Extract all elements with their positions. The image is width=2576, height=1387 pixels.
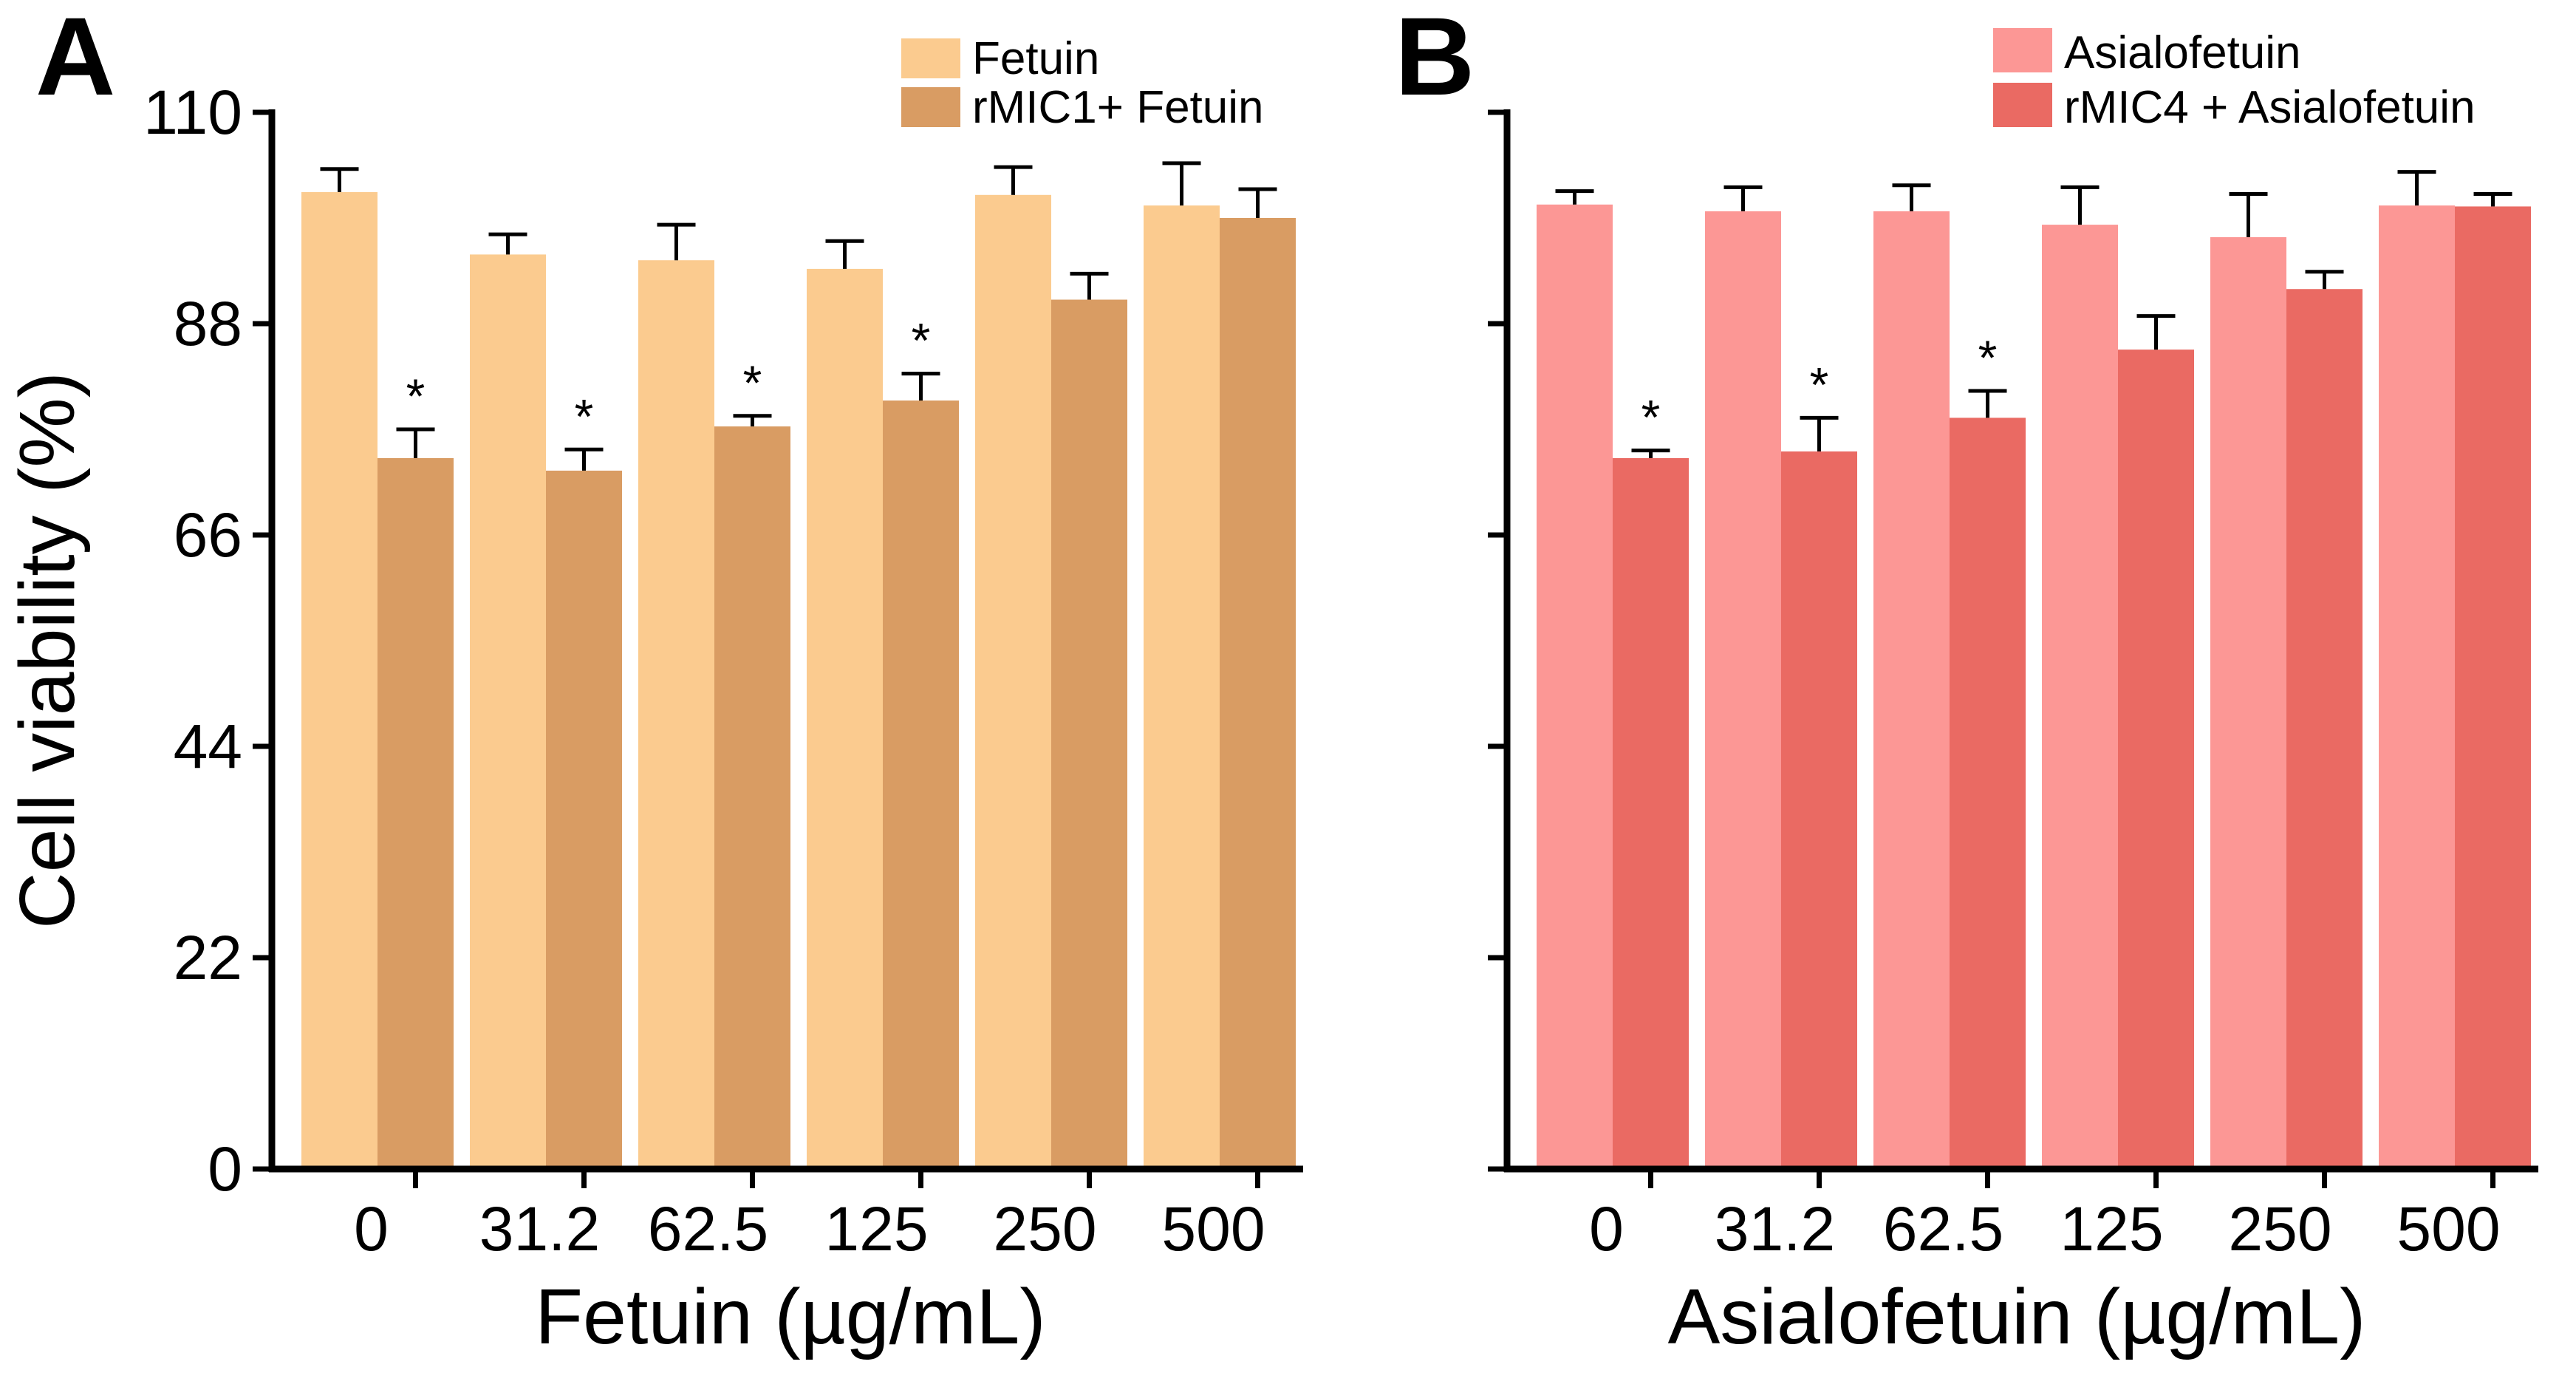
panel-b-bar-s1-31_2 [1705,211,1781,1169]
panel-b-errorbar-s2-0 [1631,449,1670,458]
panel-a-errorbar-s2-62_5 [733,414,772,427]
panel-a-x-axis-title: Fetuin (µg/mL) [535,1273,1045,1360]
panel-a-x-tick-label-125: 125 [824,1194,928,1264]
panel-b-chart: B * * * 0 31.2 62.5 125 250 500 Asialofetuin (µg/… [1395,0,2538,1360]
panel-b-significance-star-62_5: * [1978,330,1998,385]
panel-a-y-tick-label-66: 66 [174,500,242,570]
panel-b-bar-s1-500 [2379,205,2455,1170]
panel-a-x-tick-label-0: 0 [354,1194,389,1264]
panel-a-bar-s2-125 [883,401,959,1169]
panel-b-x-tick-label-31_2: 31.2 [1715,1194,1836,1264]
panel-b-x-tick-label-500: 500 [2396,1194,2500,1264]
panel-a-bar-s2-250 [1051,299,1127,1169]
panel-a-chart: A * * * * 0 22 44 66 88 110 0 31.2 62.5 125 250 500 Fetu… [4,0,1303,1360]
panel-a-x-tick-label-250: 250 [993,1194,1096,1264]
panel-b-legend-label-2: rMIC4 + Asialofetuin [2064,82,2476,133]
panel-b-legend-swatch-1 [1993,28,2052,72]
panel-b-bar-s2-125 [2118,350,2194,1170]
panel-a-bar-s1-250 [975,194,1051,1169]
panel-b-bar-s1-125 [2042,225,2118,1170]
panel-a-errorbar-s2-500 [1238,187,1277,218]
panel-b-errorbar-s2-62_5 [1968,389,2007,418]
panel-b-legend-swatch-2 [1993,83,2052,127]
panel-a-y-tick-label-110: 110 [143,78,242,147]
panel-b-letter: B [1395,0,1475,118]
panel-a-bar-s1-0 [301,191,377,1169]
panel-b-x-tick-label-62_5: 62.5 [1883,1194,2004,1264]
panel-b-x-tick-label-125: 125 [2060,1194,2163,1264]
panel-a-x-tick-label-31_2: 31.2 [479,1194,601,1264]
panel-a-significance-star-0: * [406,369,426,423]
panel-b-bar-s2-250 [2286,289,2363,1170]
panel-a-legend-swatch-2 [901,87,960,127]
panel-b-errorbar-s1-31_2 [1723,185,1763,211]
panel-b-bar-s2-500 [2455,206,2531,1169]
panel-a-bar-s2-0 [377,458,454,1169]
panel-a-errorbar-s1-250 [994,165,1033,195]
panel-a-bar-s1-31_2 [470,254,546,1169]
panel-a-errorbar-s2-250 [1070,271,1109,300]
panel-a-legend-label-2: rMIC1+ Fetuin [972,82,1264,133]
panel-b-bar-s2-0 [1613,458,1689,1169]
panel-a-legend-swatch-1 [901,38,960,78]
panel-a-errorbar-s1-0 [320,167,359,192]
panel-a-significance-star-62_5: * [743,355,762,410]
panel-a-y-tick-label-88: 88 [174,289,242,358]
panel-a-letter: A [35,0,115,118]
panel-b-errorbar-s2-250 [2305,270,2344,290]
panel-b-errorbar-s2-500 [2473,192,2512,207]
panel-b-x-tick-label-250: 250 [2228,1194,2331,1264]
panel-a-significance-star-125: * [912,313,931,368]
panel-a-bar-s2-62_5 [714,426,790,1169]
panel-b-x-tick-label-0: 0 [1589,1194,1624,1264]
panel-b-bar-s1-62_5 [1873,211,1950,1169]
panel-b-significance-star-31_2: * [1810,357,1829,412]
panel-b-errorbar-s1-62_5 [1892,183,1931,211]
panel-b-legend-label-1: Asialofetuin [2064,27,2301,78]
panel-a-errorbar-s1-31_2 [488,232,527,255]
panel-b-bar-s2-31_2 [1781,451,1857,1169]
panel-b-significance-star-0: * [1641,390,1661,445]
panel-b-errorbar-s1-250 [2229,192,2268,237]
panel-b-errorbar-s1-500 [2397,170,2436,206]
panel-a-errorbar-s1-125 [825,239,864,269]
panel-b-bar-s2-62_5 [1950,418,2026,1169]
panel-b-errorbar-s2-31_2 [1800,415,1839,451]
panel-a-errorbar-s2-125 [901,372,940,401]
panel-a-errorbar-s2-31_2 [564,447,604,471]
panel-a-errorbar-s1-500 [1162,161,1201,206]
panel-a-legend-label-1: Fetuin [972,33,1099,84]
panel-a-errorbar-s1-62_5 [657,222,696,261]
panel-b-errorbar-s1-125 [2060,185,2100,225]
panel-a-x-tick-label-500: 500 [1161,1194,1265,1264]
panel-a-bar-s1-125 [807,268,883,1169]
panel-a-bar-s1-62_5 [638,260,714,1170]
panel-a-y-axis-title: Cell viability (%) [4,372,91,929]
panel-a-y-tick-label-22: 22 [174,923,242,992]
panel-b-x-axis-title: Asialofetuin (µg/mL) [1668,1273,2366,1360]
panel-a-bar-s1-500 [1144,205,1220,1170]
panel-a-significance-star-31_2: * [575,389,594,443]
panel-b-errorbar-s1-0 [1555,189,1594,205]
panel-b-bar-s1-0 [1537,204,1613,1169]
panel-a-bar-s2-500 [1220,218,1296,1169]
panel-a-y-tick-label-0: 0 [208,1134,242,1204]
panel-a-bar-s2-31_2 [546,470,622,1169]
panel-a-x-tick-label-62_5: 62.5 [648,1194,769,1264]
panel-b-errorbar-s2-125 [2136,314,2176,350]
panel-a-y-tick-label-44: 44 [174,712,242,781]
panel-b-bar-s1-250 [2210,237,2286,1169]
panel-a-errorbar-s2-0 [396,427,435,458]
